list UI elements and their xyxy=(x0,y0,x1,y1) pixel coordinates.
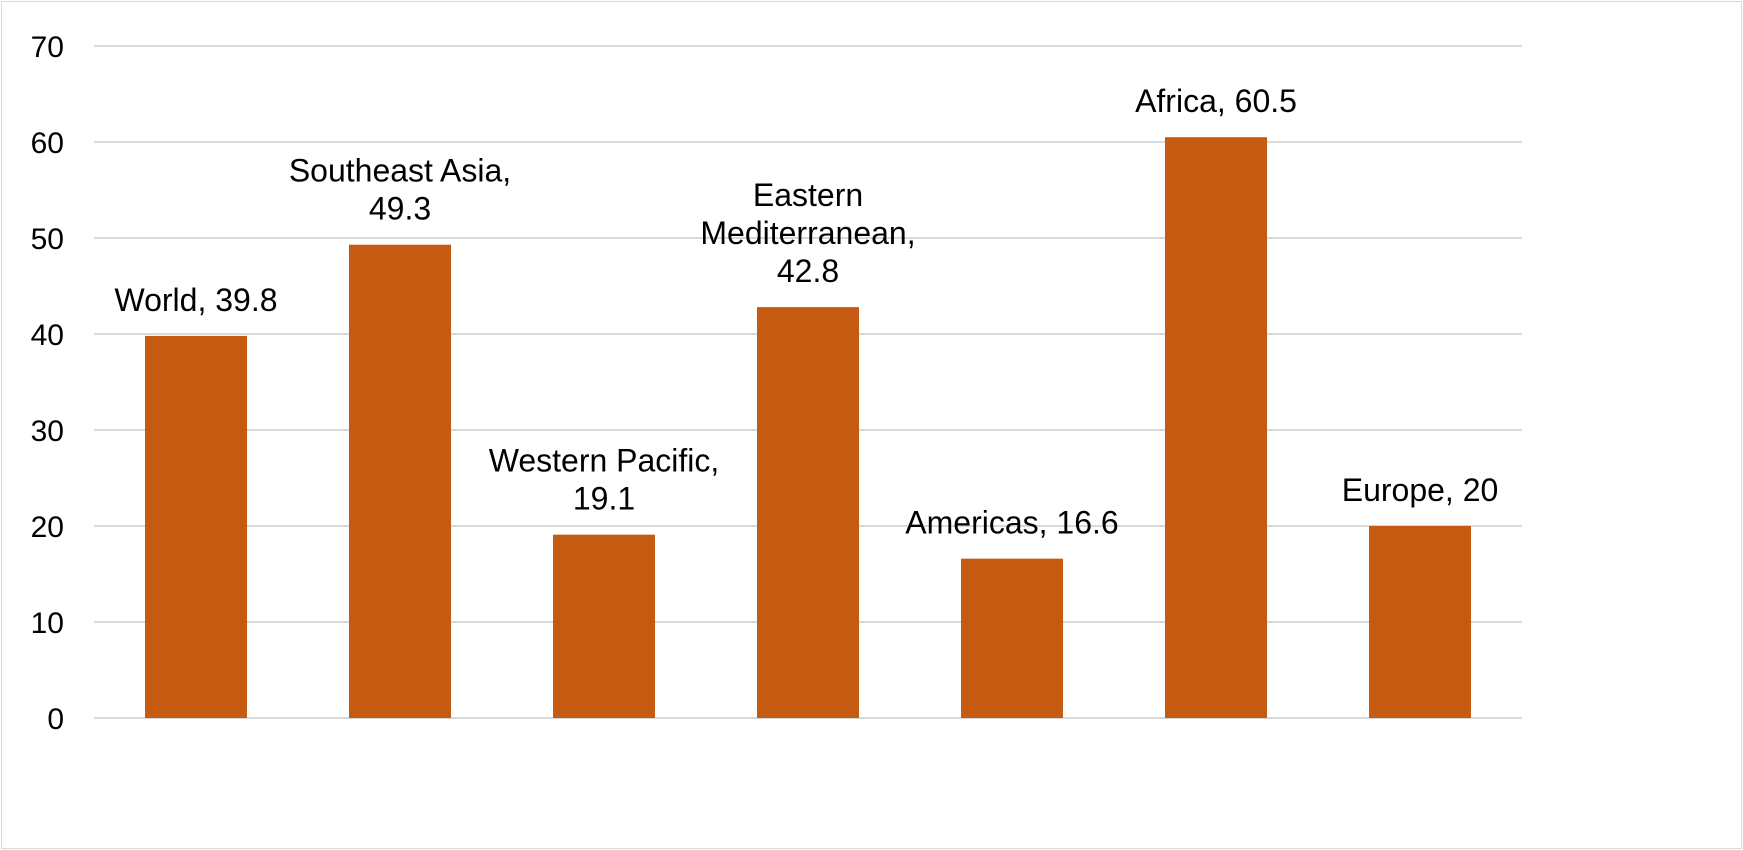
data-label: World, 39.8 xyxy=(114,282,277,318)
data-label: Eastern xyxy=(753,177,863,213)
data-label: Southeast Asia, xyxy=(289,153,511,189)
bar-africa xyxy=(1165,137,1267,718)
y-tick-label: 70 xyxy=(31,31,64,64)
bar-europe xyxy=(1369,526,1471,718)
data-label: Western Pacific, xyxy=(489,443,720,479)
y-tick-label: 30 xyxy=(31,415,64,448)
y-tick-label: 50 xyxy=(31,223,64,256)
y-tick-label: 0 xyxy=(47,703,64,736)
y-tick-label: 60 xyxy=(31,127,64,160)
data-labels: World, 39.8 Southeast Asia,49.3 Western Pa… xyxy=(114,83,1498,540)
data-label: Americas, 16.6 xyxy=(905,505,1118,541)
bar-southeast-asia xyxy=(349,244,451,718)
data-label: 42.8 xyxy=(777,253,839,289)
bars xyxy=(145,137,1471,718)
y-axis-tick-labels: 0 10 20 30 40 50 60 70 xyxy=(31,31,64,736)
data-label: Mediterranean, xyxy=(700,215,915,251)
y-tick-label: 10 xyxy=(31,607,64,640)
data-label: Africa, 60.5 xyxy=(1135,83,1297,119)
data-label: 49.3 xyxy=(369,191,431,227)
data-label: Europe, 20 xyxy=(1342,472,1499,508)
y-tick-label: 20 xyxy=(31,511,64,544)
bar-western-pacific xyxy=(553,534,655,718)
bar-americas xyxy=(961,558,1063,718)
bar-eastern-mediterranean xyxy=(757,307,859,718)
y-tick-label: 40 xyxy=(31,319,64,352)
data-label: 19.1 xyxy=(573,481,635,517)
bar-world xyxy=(145,335,247,718)
